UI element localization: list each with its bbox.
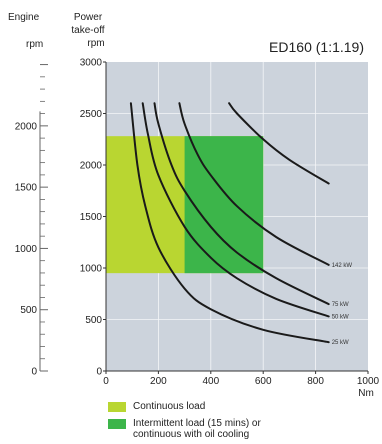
x-axis-unit: Nm: [358, 388, 374, 399]
curve-unlabeled-4: [228, 102, 330, 185]
curve-label-50-kw: 50 kW: [332, 314, 349, 320]
y-tick-label: 0: [96, 367, 102, 378]
axes: 0 500 1000 1500 2000 2500 3000 0 200 400 600 800 100…: [80, 58, 380, 388]
engine-tick-label: 2000: [15, 121, 38, 132]
x-tick-label: 600: [255, 376, 272, 387]
legend-swatch-continuous: [108, 402, 126, 412]
x-tick-label: 200: [150, 376, 167, 387]
engine-axis-title-line2: rpm: [26, 39, 43, 50]
engine-tick-label: 0: [31, 367, 37, 378]
y-tick-label: 1000: [80, 264, 103, 275]
engine-tick-label: 500: [20, 305, 37, 316]
legend-label-intermittent-line2: continuous with oil cooling: [133, 429, 250, 440]
curve-142-kw: [178, 102, 330, 266]
y-tick-label: 2500: [80, 109, 103, 120]
x-tick-label: 1000: [357, 376, 380, 387]
power-curves: 25 kW 50 kW 75 kW 142 kW: [129, 102, 353, 346]
curve-25-kw: [129, 102, 330, 344]
curve-label-75-kw: 75 kW: [332, 302, 349, 308]
pto-axis-title-line2: take-off: [71, 25, 104, 36]
x-tick-label: 800: [307, 376, 324, 387]
x-tick-label: 0: [103, 376, 109, 387]
engine-axis-title-line1: Engine: [8, 12, 40, 23]
legend-swatch-intermittent: [108, 419, 126, 429]
y-tick-label: 500: [85, 315, 102, 326]
curve-label-142-kw: 142 kW: [332, 263, 353, 269]
curve-50-kw: [141, 102, 330, 318]
region-intermittent-load: [184, 136, 264, 274]
y-tick-label: 3000: [80, 58, 103, 69]
x-tick-label: 400: [202, 376, 219, 387]
chart-title: ED160 (1:1.19): [269, 39, 364, 55]
y-tick-label: 2000: [80, 161, 103, 172]
load-regions: [106, 136, 264, 274]
engine-rpm-axis: 0 500 1000 1500 2000: [15, 64, 48, 378]
pto-axis-title-line1: Power: [74, 12, 103, 23]
pto-axis-title-line3: rpm: [87, 38, 104, 49]
engine-tick-label: 1500: [15, 183, 38, 194]
y-tick-label: 1500: [80, 212, 103, 223]
legend-label-continuous: Continuous load: [133, 401, 206, 412]
engine-tick-label: 1000: [15, 244, 38, 255]
curve-75-kw: [153, 102, 330, 306]
legend-label-intermittent-line1: Intermittent load (15 mins) or: [133, 418, 261, 429]
curve-label-25-kw: 25 kW: [332, 340, 349, 346]
